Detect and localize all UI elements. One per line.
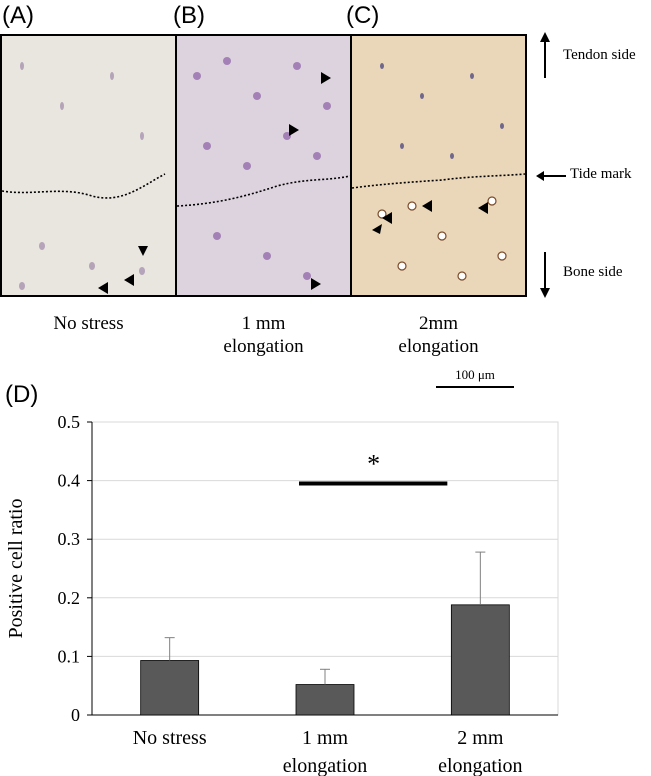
bar xyxy=(140,660,200,716)
side-annotations xyxy=(536,32,566,298)
category-label: 2 mm xyxy=(457,727,504,749)
micrograph-b-image xyxy=(177,36,350,295)
y-tick-label: 0.1 xyxy=(58,646,81,666)
arrowheads-c xyxy=(372,200,488,234)
micrograph-panel-c xyxy=(350,34,527,297)
panel-letter-b: (B) xyxy=(173,2,205,29)
cells-b xyxy=(193,57,331,280)
y-tick-label: 0.2 xyxy=(58,588,81,608)
micrograph-panel-b xyxy=(175,34,352,297)
category-label: elongation xyxy=(283,755,367,776)
micrograph-panel-a xyxy=(0,34,177,297)
caption-a: No stress xyxy=(0,312,177,335)
bar xyxy=(295,684,355,716)
y-tick-label: 0.4 xyxy=(58,471,81,491)
caption-c-line-2: elongation xyxy=(398,336,479,357)
cells-a xyxy=(19,62,145,290)
arrowheads-a xyxy=(98,246,148,294)
y-axis-label: Positive cell ratio xyxy=(5,499,27,639)
bone-side-label: Bone side xyxy=(563,264,623,280)
caption-b-line-1: 1 mm xyxy=(241,313,286,334)
caption-c: 2mm elongation xyxy=(350,312,527,358)
y-tick-label: 0.5 xyxy=(58,412,81,432)
tide-mark-line-a xyxy=(2,173,166,199)
significance-star: * xyxy=(367,450,380,479)
category-label: No stress xyxy=(133,727,207,749)
bar-chart: 0 0.1 0.2 0.3 0.4 0.5 Positive cell ratio No st… xyxy=(5,412,559,776)
category-label: 1 mm xyxy=(302,727,349,749)
y-tick-label: 0 xyxy=(71,705,80,725)
category-label: elongation xyxy=(438,755,522,776)
scale-bar-label: 100 μm xyxy=(455,367,495,382)
micrograph-c-image xyxy=(352,36,525,295)
panel-letter-c: (C) xyxy=(346,2,380,29)
scale-bar xyxy=(436,386,514,388)
caption-c-line-1: 2mm xyxy=(418,313,459,334)
bar xyxy=(450,604,510,716)
cells-c xyxy=(380,63,504,159)
positive-cells-c xyxy=(377,196,507,281)
tide-mark-line-b xyxy=(177,175,350,207)
caption-a-line-1: No stress xyxy=(53,313,124,334)
y-tick-label: 0.3 xyxy=(58,529,81,549)
tendon-side-label: Tendon side xyxy=(563,47,636,63)
micrograph-a-image xyxy=(2,36,175,295)
panel-letter-a: (A) xyxy=(2,2,34,29)
tide-mark-label: Tide mark xyxy=(570,166,632,182)
caption-b-line-2: elongation xyxy=(223,336,304,357)
caption-b: 1 mm elongation xyxy=(175,312,352,358)
panel-letter-d: (D) xyxy=(5,381,39,408)
arrowheads-b xyxy=(289,72,331,290)
